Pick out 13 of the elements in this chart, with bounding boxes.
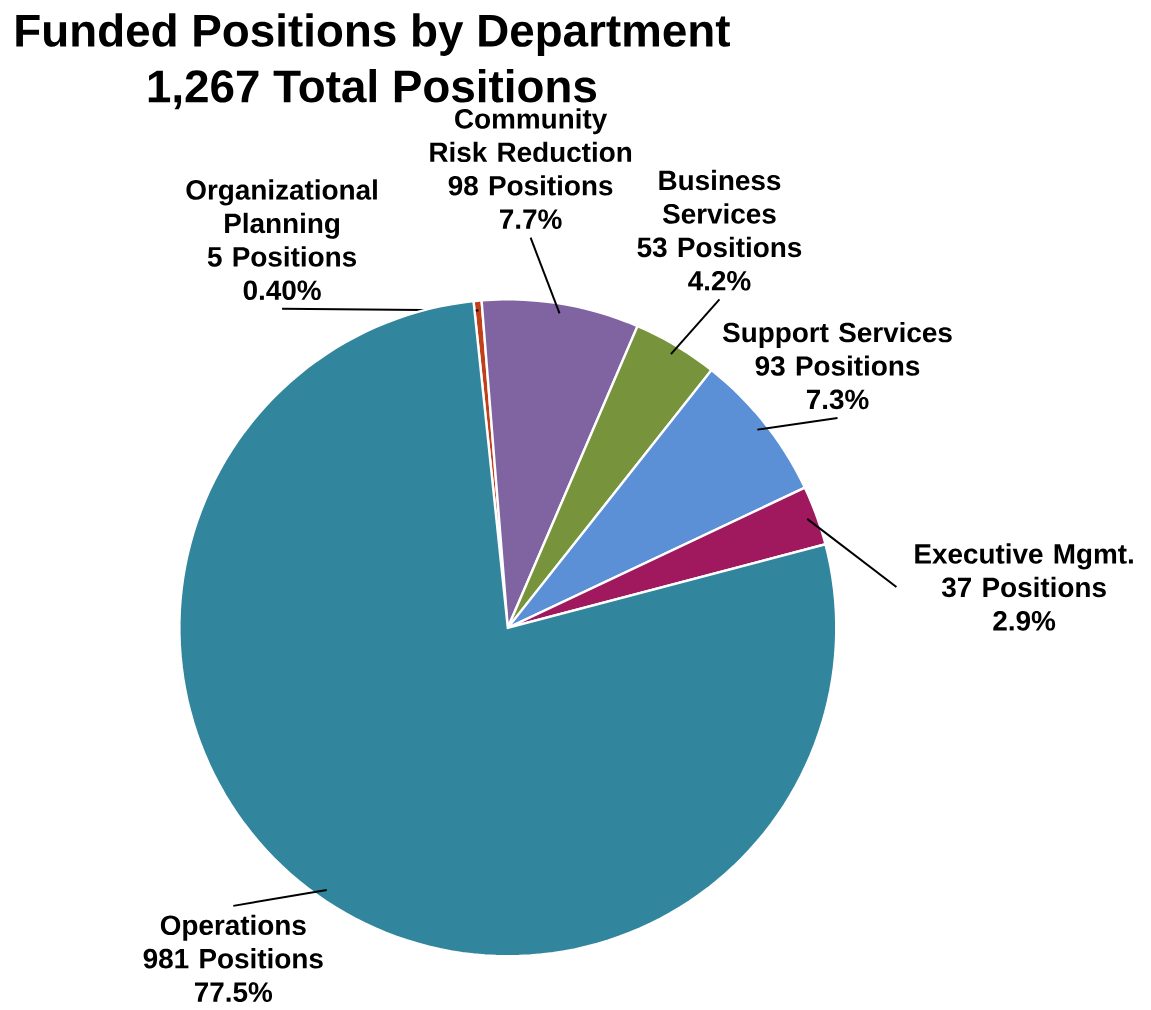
slice-label: Executive Mgmt. — [915, 543, 1133, 570]
slice-label: Organizational Planning — [186, 179, 377, 239]
data-label: 5 Positions 0.40% — [207, 246, 357, 301]
data-label: 37 Positions 2.9% — [941, 576, 1106, 631]
slice-label: Community Risk Reduction — [430, 108, 632, 163]
slice-label: Business Services — [659, 169, 781, 224]
slice-label: Support Services — [722, 321, 952, 348]
chart-title: Funded Positions by Department — [16, 13, 730, 56]
data-label: 98 Positions 7.7% — [448, 175, 613, 229]
slice-label: Operations — [160, 914, 306, 941]
data-label: 981 Positions 77.5% — [143, 948, 323, 1002]
data-label: 93 Positions 7.3% — [755, 355, 920, 410]
data-label: 53 Positions 4.2% — [637, 236, 802, 291]
